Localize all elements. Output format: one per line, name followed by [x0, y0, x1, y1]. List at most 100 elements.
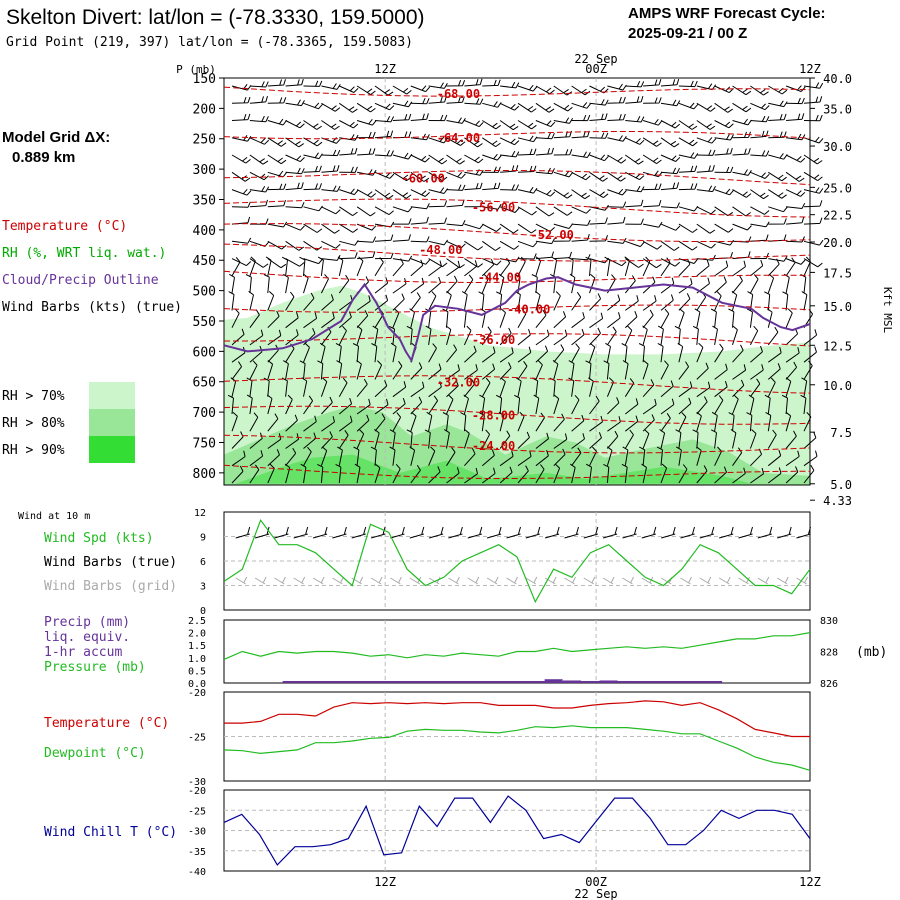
wind-barb — [285, 291, 295, 311]
wind-barb — [267, 310, 280, 329]
wind-barb — [786, 133, 806, 141]
wind-barb — [410, 236, 430, 243]
wind-barb — [603, 360, 610, 380]
wind-barb — [607, 135, 627, 142]
top-date: 22 Sep — [574, 52, 617, 66]
wind-barb — [392, 131, 412, 139]
wind-barb — [249, 256, 256, 277]
wind-barb — [589, 342, 596, 363]
wind-barb — [428, 291, 437, 311]
precip-legend-item: Precip (mm) — [44, 615, 130, 630]
wind-barb — [356, 414, 370, 432]
wind-barb — [535, 102, 555, 113]
wind-barb — [481, 429, 491, 449]
xsec-legend-item: RH (%, WRT liq. wat.) — [2, 246, 166, 261]
wind-barb — [356, 206, 376, 217]
wind-barb — [642, 309, 654, 329]
wind-barb — [607, 113, 626, 121]
wind-barb — [696, 120, 716, 130]
cycle-label: AMPS WRF Forecast Cycle: — [628, 5, 826, 22]
wind-barb — [303, 120, 322, 130]
wind-barb — [482, 166, 501, 173]
wind-barb — [732, 394, 739, 415]
wind-barb — [246, 394, 253, 415]
wind-barb — [607, 216, 626, 225]
wind-barb — [231, 411, 238, 432]
wind-barb — [696, 362, 709, 380]
wind-barb — [553, 463, 561, 484]
precip-legend-item: liq. equiv. — [44, 630, 130, 645]
wind-barb — [339, 188, 359, 196]
wind-barb — [392, 171, 412, 182]
wind-barb — [801, 377, 808, 397]
wind-barb — [263, 377, 270, 397]
wind-barb — [231, 113, 251, 121]
wind-barb — [410, 362, 423, 380]
wind-barb-grid — [622, 576, 634, 585]
wind-barb — [283, 360, 289, 380]
wind-barb — [643, 199, 662, 208]
wind-barb — [392, 397, 406, 415]
wind-barb — [678, 80, 698, 88]
wind-barb — [642, 118, 663, 126]
windchill-ytick: -40 — [188, 867, 206, 878]
wind-barb — [517, 308, 527, 328]
top-time-tick: 12Z — [799, 62, 821, 76]
xsec-ptick-label: 650 — [193, 376, 216, 391]
wind-barb — [339, 252, 358, 260]
model-grid-value: 0.889 km — [12, 149, 75, 166]
wind-barb-grid — [699, 576, 712, 585]
wind-barb — [267, 360, 274, 380]
wind-barb — [750, 259, 764, 277]
wind-barb — [339, 120, 359, 129]
wind-barb-grid — [312, 576, 325, 585]
wind-barb — [660, 294, 674, 311]
isotherm-label: -68.00 — [437, 87, 480, 101]
wind-barb — [428, 395, 439, 415]
wind-barb — [426, 411, 433, 432]
wind-barb — [768, 206, 788, 213]
wind-barb — [339, 147, 358, 156]
isotherm — [223, 270, 811, 284]
wind-barb — [499, 308, 506, 328]
wind-barb — [768, 171, 787, 182]
wind-barb — [535, 432, 549, 449]
wind-barb — [643, 97, 662, 104]
wind-barb — [303, 183, 322, 191]
wind-barb — [750, 130, 769, 139]
wind-barb — [589, 189, 609, 199]
wind-barb — [406, 325, 413, 345]
wind-barb — [285, 223, 305, 231]
wind-barb — [428, 258, 448, 268]
wind-barb — [317, 360, 324, 380]
wind-barb — [728, 308, 735, 328]
wind-barb — [782, 291, 789, 311]
wind-barb — [589, 235, 608, 242]
wind-barb — [357, 148, 376, 156]
pressure-ytick: 828 — [820, 648, 838, 659]
xsec-ptick-label: 450 — [193, 254, 216, 269]
wind-barb — [231, 361, 243, 380]
wind-barb — [607, 188, 627, 196]
wind-barb — [410, 216, 429, 225]
wind-barb — [517, 328, 531, 346]
model-grid-label: Model Grid ΔX: — [2, 129, 110, 146]
wind-barb — [478, 291, 485, 311]
wind-barb — [732, 344, 744, 363]
wind-barb — [428, 82, 448, 89]
wind-barb — [499, 347, 514, 363]
windchill-ytick: -35 — [188, 847, 206, 858]
wind-barb — [535, 449, 549, 467]
wind-barb — [461, 291, 468, 311]
wind-barb — [660, 463, 668, 484]
wind-barb — [535, 189, 556, 197]
wind-barb — [428, 136, 448, 144]
wind-barb-true — [235, 526, 251, 539]
pressure-line — [223, 632, 811, 660]
wind-barb — [768, 85, 788, 95]
wind-barb — [410, 292, 421, 311]
wind-barb — [714, 223, 734, 233]
wind-barb — [639, 446, 646, 466]
wind-barb — [321, 83, 341, 90]
wind-barb — [357, 131, 376, 139]
